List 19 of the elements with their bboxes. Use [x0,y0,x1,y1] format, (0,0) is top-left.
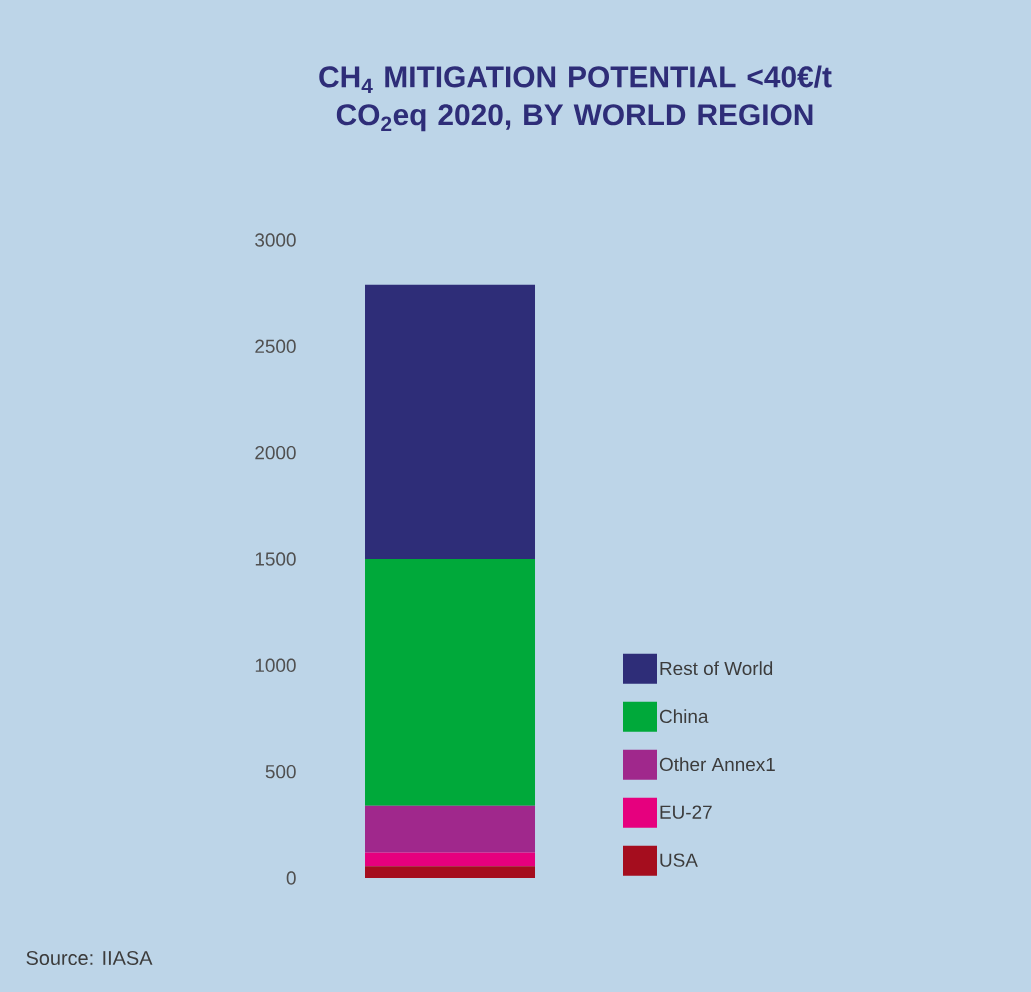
legend-label: USA [660,853,698,867]
y-tick-label: 1500 [255,552,296,566]
chart-title: CH$_{4}$ MITIGATION POTENTIAL <40€/t CO$_{2}$eq 2020, BY WORLD REGION [319,65,832,132]
legend-label: EU-27 [660,805,712,819]
bar [365,866,536,878]
y-tick-label: 500 [265,764,296,779]
legend-label: Rest of World [660,661,773,676]
bar [365,852,536,867]
y-tick-label: 3000 [255,233,296,247]
bar [365,558,536,806]
bar [365,284,536,559]
y-tick-label: 2500 [255,339,296,354]
bar [365,805,536,853]
y-tick-label: 1000 [255,658,296,673]
legend-label: China [659,709,709,724]
source-note: Source: IIASA [26,950,153,966]
y-tick-label: 0 [286,871,296,885]
legend-label: Other Annex1 [659,757,775,772]
y-tick-label: 2000 [255,445,296,460]
